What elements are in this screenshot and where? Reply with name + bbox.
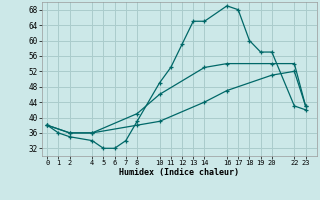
X-axis label: Humidex (Indice chaleur): Humidex (Indice chaleur) — [119, 168, 239, 177]
